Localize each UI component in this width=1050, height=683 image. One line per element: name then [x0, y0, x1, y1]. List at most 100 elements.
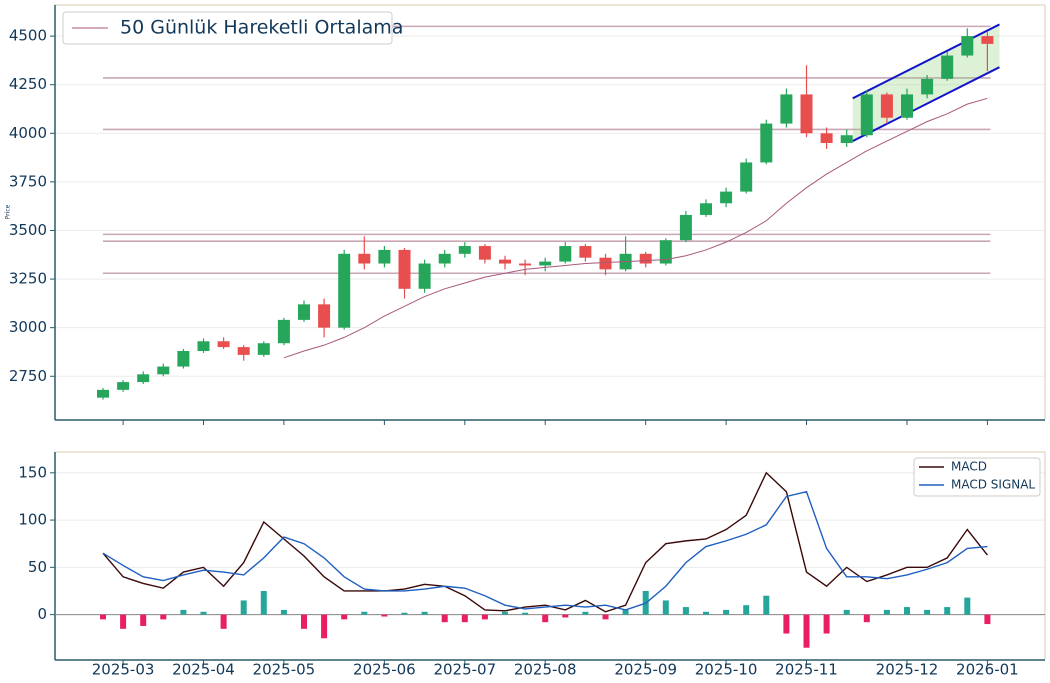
y-tick-label: 150: [18, 463, 47, 481]
candle-body: [539, 261, 552, 266]
candle-body: [639, 253, 652, 264]
histogram-bar: [582, 611, 589, 615]
candle-body: [961, 36, 974, 56]
histogram-bar: [904, 607, 910, 615]
candle-body: [679, 214, 692, 241]
candle-body: [358, 253, 371, 264]
histogram-bar: [723, 609, 730, 615]
candle-body: [338, 253, 351, 328]
candle-body: [277, 319, 290, 344]
candle-body: [860, 94, 873, 136]
histogram-bar: [984, 614, 991, 625]
y-axis-label: Price: [5, 204, 12, 219]
legend-box: [913, 457, 1041, 497]
candle-body: [217, 341, 230, 348]
histogram-bar: [260, 590, 267, 615]
histogram-bar: [602, 614, 609, 620]
candle-body: [237, 347, 250, 355]
x-tick-label: 2025-08: [514, 661, 577, 679]
histogram-bar: [863, 614, 870, 623]
histogram-bar: [220, 614, 227, 629]
histogram-bar: [682, 607, 689, 615]
histogram-bar: [562, 614, 569, 618]
histogram-bar: [100, 614, 106, 620]
histogram-bar: [421, 611, 428, 615]
y-tick-label: 4250: [9, 75, 47, 93]
legend-label: MACD: [951, 460, 987, 474]
candle-body: [820, 133, 833, 144]
y-tick-label: 3000: [9, 318, 47, 336]
x-tick-label: 2025-05: [253, 661, 316, 679]
y-tick-label: 4000: [9, 124, 47, 142]
legend-label: 50 Günlük Hareketli Ortalama: [120, 17, 403, 39]
histogram-bar: [140, 614, 147, 626]
histogram-bar: [783, 614, 790, 634]
y-tick-label: 3250: [9, 270, 47, 288]
candle-body: [157, 366, 170, 375]
candle-body: [880, 94, 893, 118]
candle-body: [398, 249, 411, 289]
candle-body: [438, 253, 451, 264]
channel-line: [852, 23, 1000, 100]
channel-line: [852, 66, 1000, 142]
candle-body: [378, 249, 391, 264]
x-tick-label: 2025-03: [92, 661, 155, 679]
histogram-bar: [843, 609, 850, 615]
histogram-bar: [321, 614, 328, 639]
candle-body: [599, 257, 612, 270]
histogram-bar: [381, 614, 388, 617]
candle-body: [800, 94, 813, 134]
candle-body: [720, 191, 733, 204]
candle-body: [840, 135, 853, 144]
histogram-bar: [481, 614, 488, 620]
histogram-bar: [200, 611, 207, 615]
x-tick-label: 2025-11: [775, 661, 838, 679]
histogram-bar: [461, 614, 468, 623]
candle-body: [579, 246, 592, 258]
histogram-bar: [240, 600, 247, 615]
candle-body: [478, 246, 491, 260]
histogram-bar: [280, 609, 287, 615]
histogram-bar: [622, 609, 629, 615]
histogram-bar: [522, 612, 529, 615]
candle-body: [97, 389, 109, 398]
candle-body: [519, 263, 532, 266]
histogram-bar: [743, 605, 750, 615]
candle-body: [418, 263, 431, 289]
candle-body: [901, 94, 913, 118]
histogram-bar: [542, 614, 549, 623]
candle-body: [760, 123, 773, 163]
macd-line: [102, 490, 988, 611]
x-tick-label: 2026-01: [956, 661, 1019, 679]
x-tick-label: 2025-06: [353, 661, 416, 679]
y-tick-label: 0: [37, 605, 47, 623]
candle-body: [499, 259, 511, 264]
x-tick-label: 2025-09: [614, 661, 677, 679]
y-tick-label: 4500: [9, 27, 47, 45]
x-tick-label: 2025-12: [876, 661, 939, 679]
ma-line: [283, 97, 988, 359]
histogram-bar: [341, 614, 348, 620]
histogram-bar: [441, 614, 448, 623]
candle-body: [659, 240, 672, 264]
x-tick-label: 2025-04: [172, 661, 235, 679]
histogram-bar: [662, 600, 669, 615]
candle-body: [318, 304, 331, 328]
x-tick-label: 2025-07: [433, 661, 496, 679]
histogram-bar: [361, 611, 368, 615]
candle-body: [298, 304, 310, 320]
legend-box: [62, 11, 393, 45]
candle-body: [458, 246, 471, 254]
legend-label: MACD SIGNAL: [951, 478, 1035, 492]
y-tick-label: 3500: [9, 221, 47, 239]
histogram-bar: [803, 614, 810, 648]
y-tick-label: 2750: [9, 367, 47, 385]
histogram-bar: [502, 611, 508, 615]
candle-body: [117, 382, 130, 390]
y-tick-label: 3750: [9, 172, 47, 190]
candle-body: [780, 94, 793, 124]
candle-body: [197, 341, 210, 351]
histogram-bar: [883, 609, 890, 615]
histogram-bar: [924, 609, 931, 615]
